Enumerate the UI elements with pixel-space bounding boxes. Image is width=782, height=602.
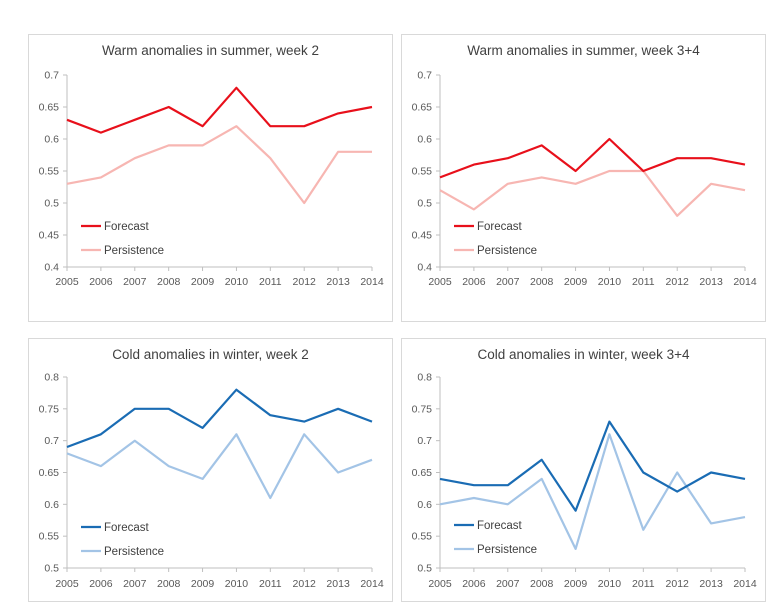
y-tick-label: 0.7 [44, 70, 59, 82]
x-tick-label: 2012 [293, 276, 317, 288]
x-tick-label: 2008 [157, 578, 181, 590]
x-tick-label: 2008 [157, 276, 181, 288]
x-tick-label: 2013 [699, 578, 723, 590]
series-line-forecast [439, 137, 746, 179]
x-tick-label: 2012 [666, 276, 690, 288]
y-tick-label: 0.55 [412, 166, 433, 178]
chart-panel-summer-week2: Warm anomalies in summer, week 2 0.4 0.45… [28, 34, 393, 322]
chart-title: Cold anomalies in winter, week 2 [112, 347, 309, 362]
legend-label-forecast: Forecast [477, 520, 523, 532]
x-tick-label: 2005 [428, 578, 452, 590]
y-tick-label: 0.7 [44, 435, 59, 447]
y-tick-label: 0.5 [44, 198, 59, 210]
legend-label-persistence: Persistence [104, 546, 164, 558]
legend-label-persistence: Persistence [104, 245, 164, 257]
y-tick-label: 0.8 [417, 372, 432, 384]
series-line-forecast [66, 388, 373, 449]
chart-plot: 0.5 0.55 0.6 0.65 0.7 0.75 0.8 2005 2006 2007 2008… [412, 372, 757, 591]
x-tick-label: 2005 [55, 578, 79, 590]
x-tick-label: 2010 [598, 578, 622, 590]
chart-title: Warm anomalies in summer, week 2 [101, 43, 320, 58]
x-tick-label: 2014 [733, 578, 757, 590]
y-tick-label: 0.4 [417, 262, 432, 274]
x-tick-label: 2014 [733, 276, 757, 288]
x-tick-label: 2012 [293, 578, 317, 590]
series-line-persistence [66, 125, 372, 205]
x-tick-label: 2009 [191, 578, 215, 590]
x-tick-label: 2010 [225, 276, 249, 288]
series-line-persistence [439, 169, 746, 217]
x-tick-label: 2011 [632, 578, 655, 590]
x-tick-label: 2007 [123, 276, 147, 288]
x-tick-label: 2013 [699, 276, 723, 288]
y-tick-label: 0.6 [44, 499, 59, 511]
y-tick-label: 0.5 [417, 563, 432, 575]
legend-label-forecast: Forecast [477, 221, 523, 233]
chart-panel-winter-week2: Cold anomalies in winter, week 2 0.5 0.55… [28, 338, 393, 602]
x-tick-label: 2008 [530, 578, 554, 590]
y-tick-label: 0.75 [412, 403, 433, 415]
chart-title: Cold anomalies in winter, week 3+4 [477, 347, 690, 362]
legend-label-persistence: Persistence [477, 245, 537, 257]
x-tick-label: 2006 [89, 276, 113, 288]
x-tick-label: 2006 [462, 276, 486, 288]
y-tick-label: 0.4 [44, 262, 59, 274]
chart-plot: 0.4 0.45 0.5 0.55 0.6 0.65 0.7 2005 2006 2007 2008… [39, 70, 384, 289]
y-tick-label: 0.7 [417, 435, 432, 447]
y-tick-label: 0.55 [39, 166, 60, 178]
y-tick-label: 0.45 [412, 230, 433, 242]
y-tick-label: 0.6 [44, 134, 59, 146]
y-tick-label: 0.8 [44, 372, 59, 384]
x-tick-label: 2006 [462, 578, 486, 590]
x-tick-label: 2009 [191, 276, 215, 288]
y-tick-label: 0.55 [412, 531, 433, 543]
x-tick-label: 2010 [225, 578, 249, 590]
x-tick-label: 2013 [326, 276, 350, 288]
legend-label-persistence: Persistence [477, 544, 537, 556]
chart-plot: 0.4 0.45 0.5 0.55 0.6 0.65 0.7 2005 2006 2007 2008… [412, 70, 757, 289]
series-line-forecast [66, 86, 373, 134]
x-tick-label: 2007 [123, 578, 147, 590]
legend-label-forecast: Forecast [104, 221, 150, 233]
x-tick-label: 2011 [259, 578, 282, 590]
series-line-persistence [439, 433, 746, 550]
x-tick-label: 2007 [496, 276, 520, 288]
x-tick-label: 2007 [496, 578, 520, 590]
series-line-forecast [439, 420, 746, 512]
chart-panel-winter-week34: Cold anomalies in winter, week 3+4 0.5 0.… [401, 338, 766, 602]
x-tick-label: 2014 [360, 578, 384, 590]
chart-title: Warm anomalies in summer, week 3+4 [467, 43, 700, 58]
x-tick-label: 2009 [564, 578, 588, 590]
y-tick-label: 0.45 [39, 230, 60, 242]
series-line-persistence [66, 433, 373, 500]
x-tick-label: 2011 [632, 276, 655, 288]
chart-panel-summer-week34: Warm anomalies in summer, week 3+4 0.4 0.… [401, 34, 766, 322]
x-tick-label: 2008 [530, 276, 554, 288]
x-tick-label: 2011 [259, 276, 282, 288]
y-tick-label: 0.65 [412, 102, 433, 114]
legend-label-forecast: Forecast [104, 522, 150, 534]
chart-plot: 0.5 0.55 0.6 0.65 0.7 0.75 0.8 2005 2006 2007 2008… [39, 372, 384, 591]
x-tick-label: 2006 [89, 578, 113, 590]
y-tick-label: 0.7 [417, 70, 432, 82]
x-tick-label: 2014 [360, 276, 384, 288]
y-tick-label: 0.6 [417, 134, 432, 146]
y-tick-label: 0.6 [417, 499, 432, 511]
y-tick-label: 0.55 [39, 531, 60, 543]
x-tick-label: 2010 [598, 276, 622, 288]
x-tick-label: 2013 [326, 578, 350, 590]
x-tick-label: 2005 [55, 276, 79, 288]
x-tick-label: 2009 [564, 276, 588, 288]
y-tick-label: 0.75 [39, 403, 60, 415]
y-tick-label: 0.5 [417, 198, 432, 210]
y-tick-label: 0.65 [39, 467, 60, 479]
y-tick-label: 0.65 [39, 102, 60, 114]
x-tick-label: 2005 [428, 276, 452, 288]
y-tick-label: 0.65 [412, 467, 433, 479]
y-tick-label: 0.5 [44, 563, 59, 575]
x-tick-label: 2012 [666, 578, 690, 590]
